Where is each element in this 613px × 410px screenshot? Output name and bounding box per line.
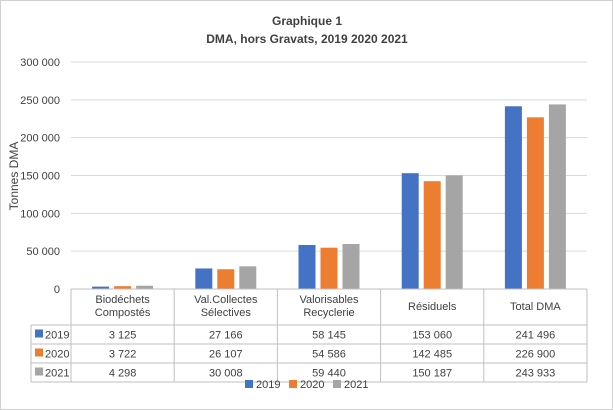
legend-label: 2021: [344, 379, 368, 391]
y-tick-labels: 0 50 000 100 000 150 000 200 000 250 000 300 0…: [20, 57, 60, 296]
data-label: 241 496: [516, 330, 556, 342]
category-label: Résiduels: [408, 301, 457, 313]
table-row-label: 2020: [45, 349, 69, 361]
bar-2019: [92, 286, 110, 289]
table-key-2019: [35, 329, 43, 338]
legend: 2019 2020 2021: [245, 379, 368, 391]
table-row-label: 2021: [45, 368, 69, 380]
y-tick-label: 150 000: [20, 171, 60, 183]
y-axis-label: Tonnes DMA: [7, 142, 21, 211]
bar-2021: [548, 104, 566, 289]
data-label: 54 586: [312, 349, 346, 361]
y-tick-label: 250 000: [20, 95, 60, 107]
data-label: 59 440: [312, 368, 346, 380]
bar-2020: [526, 117, 544, 289]
y-tick-label: 300 000: [20, 57, 60, 69]
table-key-2021: [35, 367, 43, 376]
bar-2020: [114, 286, 132, 289]
data-label: 58 145: [312, 330, 346, 342]
chart-subtitle: DMA, hors Gravats, 2019 2020 2021: [206, 32, 408, 46]
category-label: Biodéchets: [95, 294, 150, 306]
bar-2019: [195, 268, 213, 289]
bar-2020: [217, 269, 235, 289]
data-label: 243 933: [516, 368, 556, 380]
category-label: Compostés: [95, 307, 151, 319]
data-label: 153 060: [412, 330, 452, 342]
legend-label: 2019: [256, 379, 280, 391]
category-label: Sélectives: [201, 307, 252, 319]
data-label: 226 900: [516, 349, 556, 361]
data-label: 26 107: [209, 349, 243, 361]
legend-key-2020: [289, 380, 297, 388]
legend-label: 2020: [300, 379, 324, 391]
bar-2020: [423, 181, 441, 289]
chart-title: Graphique 1: [272, 14, 342, 28]
bar-2021: [445, 175, 463, 289]
bar-2021: [239, 266, 257, 289]
category-label: Valorisables: [299, 294, 359, 306]
bar-2019: [298, 245, 316, 289]
data-label: 30 008: [209, 368, 243, 380]
legend-key-2021: [333, 380, 341, 388]
gridlines: [71, 61, 587, 290]
category-label: Val.Collectes: [194, 294, 258, 306]
data-label: 142 485: [412, 349, 452, 361]
y-tick-label: 50 000: [26, 246, 60, 258]
data-label: 150 187: [412, 368, 452, 380]
data-label: 3 722: [109, 349, 137, 361]
bar-2020: [320, 247, 338, 289]
bar-2021: [136, 285, 154, 289]
bar-2019: [401, 173, 419, 289]
bar-2019: [504, 106, 522, 289]
bar-2021: [342, 244, 360, 289]
y-tick-label: 200 000: [20, 133, 60, 145]
category-label: Recyclerie: [303, 307, 354, 319]
y-tick-label: 100 000: [20, 208, 60, 220]
table-row-label: 2019: [45, 330, 69, 342]
data-label: 4 298: [109, 368, 137, 380]
legend-key-2019: [245, 380, 253, 388]
category-label: Total DMA: [510, 301, 561, 313]
y-tick-label: 0: [54, 284, 60, 296]
bars: [92, 104, 566, 289]
data-label: 27 166: [209, 330, 243, 342]
table-key-2020: [35, 348, 43, 357]
data-label: 3 125: [109, 330, 137, 342]
